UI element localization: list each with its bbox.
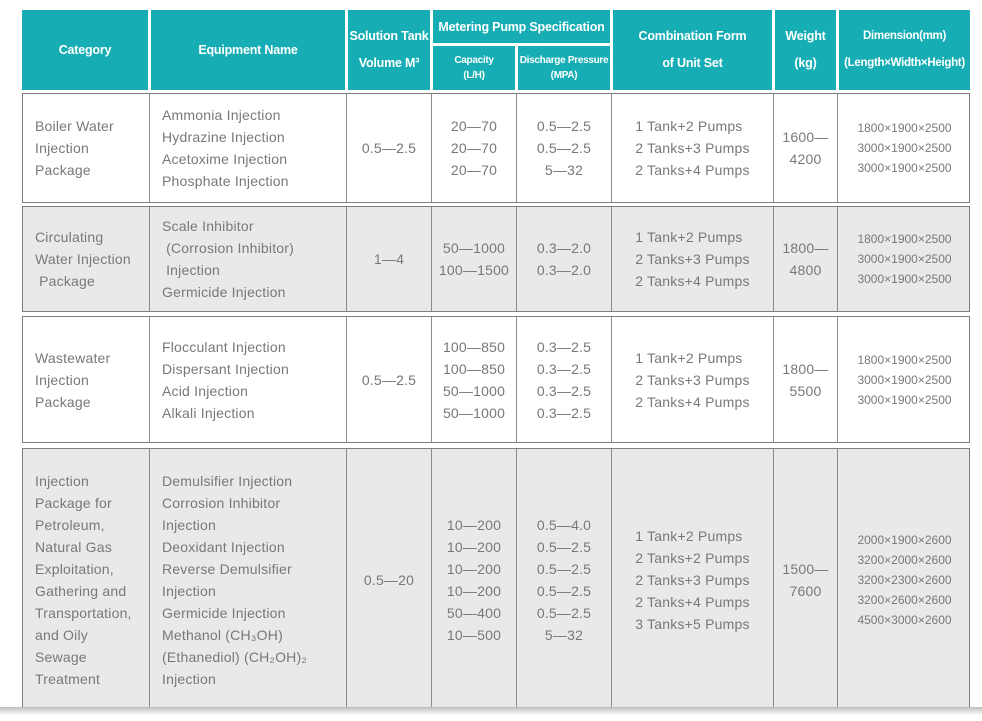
- combination-cell: 1 Tank+2 Pumps 2 Tanks+3 Pumps 2 Tanks+4…: [611, 94, 773, 202]
- tank-volume-cell: 0.5—2.5: [346, 317, 431, 442]
- header-capacity: Capacity (L/H): [454, 55, 494, 81]
- capacity-text: 50—1000 100—1500: [438, 240, 510, 278]
- header-dimension: Dimension(mm) (Length×Width×Height): [836, 10, 970, 90]
- header-category: Category: [22, 10, 148, 90]
- capacity-cell: 100—850 100—850 50—1000 50—1000: [431, 317, 516, 442]
- equipment-cell: Flocculant Injection Dispersant Injectio…: [149, 317, 346, 442]
- equipment-text: Ammonia Injection Hydrazine Injection Ac…: [162, 107, 289, 189]
- category-text: Boiler Water Injection Package: [35, 118, 114, 178]
- equipment-cell: Ammonia Injection Hydrazine Injection Ac…: [149, 94, 346, 202]
- category-cell: Circulating Water Injection Package: [23, 207, 149, 311]
- weight-text: 1500— 7600: [782, 560, 829, 599]
- combination-cell: 1 Tank+2 Pumps 2 Tanks+3 Pumps 2 Tanks+4…: [611, 207, 773, 311]
- tank-volume-text: 0.5—2.5: [361, 140, 417, 156]
- category-cell: Wastewater Injection Package: [23, 317, 149, 442]
- combination-text: 1 Tank+2 Pumps 2 Tanks+2 Pumps 2 Tanks+3…: [635, 527, 750, 632]
- table-header-row: Category Equipment Name Solution Tank Vo…: [22, 10, 970, 90]
- combination-cell: 1 Tank+2 Pumps 2 Tanks+3 Pumps 2 Tanks+4…: [611, 317, 773, 442]
- dimension-text: 1800×1900×2500 3000×1900×2500 3000×1900×…: [857, 121, 952, 175]
- table-row: Wastewater Injection Package Flocculant …: [22, 316, 970, 443]
- tank-volume-cell: 0.5—2.5: [346, 94, 431, 202]
- combination-cell: 1 Tank+2 Pumps 2 Tanks+2 Pumps 2 Tanks+3…: [611, 449, 773, 710]
- capacity-text: 100—850 100—850 50—1000 50—1000: [442, 338, 506, 421]
- equipment-text: Flocculant Injection Dispersant Injectio…: [162, 338, 289, 421]
- equipment-text: Scale Inhibitor (Corrosion Inhibitor) In…: [162, 218, 295, 300]
- weight-cell: 1600— 4200: [773, 94, 837, 202]
- discharge-pressure-cell: 0.3—2.0 0.3—2.0: [516, 207, 611, 311]
- discharge-pressure-cell: 0.3—2.5 0.3—2.5 0.3—2.5 0.3—2.5: [516, 317, 611, 442]
- category-text: Wastewater Injection Package: [35, 349, 111, 410]
- tank-volume-text: 0.5—2.5: [361, 371, 417, 388]
- weight-text: 1800— 4800: [782, 240, 829, 278]
- header-combination-form: Combination Form of Unit Set: [610, 10, 772, 90]
- dimension-cell: 1800×1900×2500 3000×1900×2500 3000×1900×…: [837, 207, 971, 311]
- capacity-cell: 10—200 10—200 10—200 10—200 50—400 10—50…: [431, 449, 516, 710]
- page-bottom-shadow: [0, 707, 982, 715]
- table-row: Boiler Water Injection Package Ammonia I…: [22, 93, 970, 203]
- category-cell: Injection Package for Petroleum, Natural…: [23, 449, 149, 710]
- header-weight: Weight (kg): [772, 10, 836, 90]
- discharge-pressure-cell: 0.5—4.0 0.5—2.5 0.5—2.5 0.5—2.5 0.5—2.5 …: [516, 449, 611, 710]
- equipment-spec-table: Category Equipment Name Solution Tank Vo…: [22, 10, 970, 711]
- tank-volume-cell: 0.5—20: [346, 449, 431, 710]
- capacity-text: 20—70 20—70 20—70: [450, 118, 498, 178]
- discharge-text: 0.5—4.0 0.5—2.5 0.5—2.5 0.5—2.5 0.5—2.5 …: [536, 516, 592, 643]
- dimension-text: 1800×1900×2500 3000×1900×2500 3000×1900×…: [857, 352, 952, 407]
- equipment-cell: Demulsifier Injection Corrosion Inhibito…: [149, 449, 346, 710]
- discharge-pressure-cell: 0.5—2.5 0.5—2.5 5—32: [516, 94, 611, 202]
- dimension-cell: 1800×1900×2500 3000×1900×2500 3000×1900×…: [837, 317, 971, 442]
- combination-text: 1 Tank+2 Pumps 2 Tanks+3 Pumps 2 Tanks+4…: [635, 349, 750, 410]
- weight-cell: 1800— 4800: [773, 207, 837, 311]
- dimension-text: 2000×1900×2600 3200×2000×2600 3200×2300×…: [857, 532, 952, 627]
- dimension-cell: 1800×1900×2500 3000×1900×2500 3000×1900×…: [837, 94, 971, 202]
- capacity-cell: 20—70 20—70 20—70: [431, 94, 516, 202]
- discharge-text: 0.5—2.5 0.5—2.5 5—32: [536, 118, 592, 178]
- discharge-text: 0.3—2.5 0.3—2.5 0.3—2.5 0.3—2.5: [536, 338, 592, 421]
- capacity-cell: 50—1000 100—1500: [431, 207, 516, 311]
- weight-text: 1600— 4200: [782, 129, 829, 167]
- category-text: Circulating Water Injection Package: [35, 229, 131, 289]
- header-metering-pump-specification: Metering Pump Specification: [433, 10, 610, 46]
- header-metering-pump-group: Metering Pump Specification Capacity (L/…: [430, 10, 610, 90]
- equipment-text: Demulsifier Injection Corrosion Inhibito…: [162, 472, 307, 687]
- dimension-text: 1800×1900×2500 3000×1900×2500 3000×1900×…: [857, 232, 952, 286]
- weight-text: 1800— 5500: [782, 360, 829, 399]
- header-discharge-pressure: Discharge Pressure (MPA): [515, 46, 610, 90]
- dimension-cell: 2000×1900×2600 3200×2000×2600 3200×2300×…: [837, 449, 971, 710]
- category-cell: Boiler Water Injection Package: [23, 94, 149, 202]
- tank-volume-text: 0.5—20: [363, 571, 415, 588]
- weight-cell: 1500— 7600: [773, 449, 837, 710]
- combination-text: 1 Tank+2 Pumps 2 Tanks+3 Pumps 2 Tanks+4…: [635, 118, 750, 178]
- table-row: Circulating Water Injection Package Scal…: [22, 206, 970, 312]
- capacity-text: 10—200 10—200 10—200 10—200 50—400 10—50…: [446, 516, 502, 643]
- discharge-text: 0.3—2.0 0.3—2.0: [536, 240, 592, 278]
- tank-volume-cell: 1—4: [346, 207, 431, 311]
- header-solution-tank-volume: Solution Tank Volume M³: [345, 10, 430, 90]
- equipment-cell: Scale Inhibitor (Corrosion Inhibitor) In…: [149, 207, 346, 311]
- weight-cell: 1800— 5500: [773, 317, 837, 442]
- header-equipment-name: Equipment Name: [148, 10, 345, 90]
- table-row: Injection Package for Petroleum, Natural…: [22, 448, 970, 711]
- combination-text: 1 Tank+2 Pumps 2 Tanks+3 Pumps 2 Tanks+4…: [635, 229, 750, 289]
- category-text: Injection Package for Petroleum, Natural…: [35, 472, 132, 687]
- header-metering-subcolumns: Capacity (L/H) Discharge Pressure (MPA): [433, 46, 610, 90]
- tank-volume-text: 1—4: [373, 251, 405, 267]
